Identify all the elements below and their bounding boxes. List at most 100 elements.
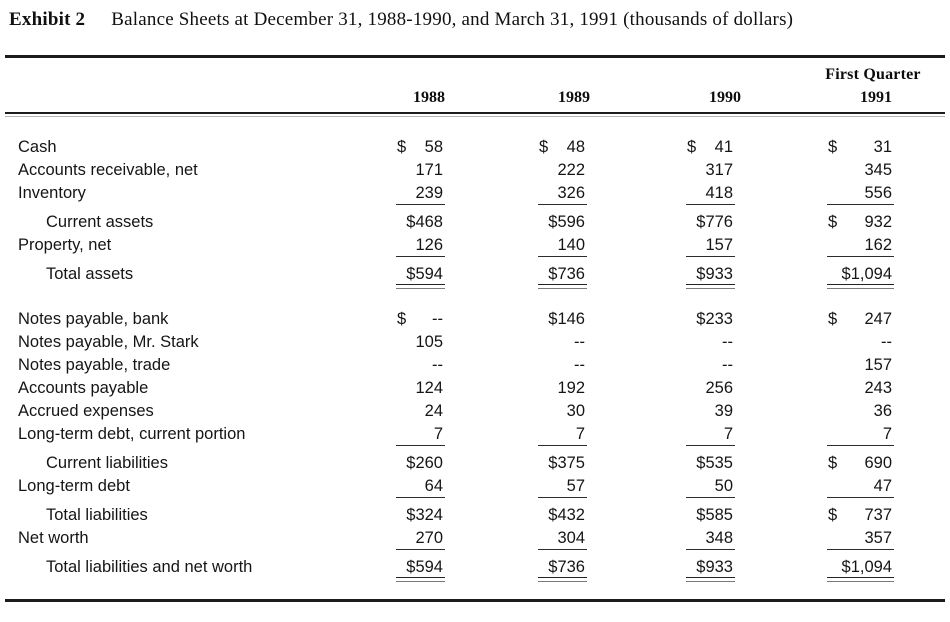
value-box: 24	[397, 401, 443, 421]
cell-value: 50	[714, 477, 733, 495]
cell-value: $324	[406, 506, 443, 524]
row-label: Accounts payable	[18, 379, 149, 397]
cell-value: 30	[566, 402, 585, 420]
value-box: 157	[686, 235, 735, 257]
table-row: Accounts payable 124 192 256 243	[0, 378, 950, 401]
cell-value: $596	[548, 213, 585, 231]
value-box: 222	[539, 160, 585, 180]
value-box: $375	[539, 453, 585, 473]
value-cell-1989: $736	[538, 264, 587, 289]
value-cell-1989: --	[539, 355, 585, 375]
cell-value: $585	[696, 506, 733, 524]
value-box: 140	[538, 235, 587, 257]
value-box: $594	[396, 557, 445, 582]
row-label: Accounts receivable, net	[18, 161, 198, 179]
row-label: Inventory	[18, 184, 86, 202]
value-box: --	[687, 355, 733, 375]
value-cell-1991: $247	[828, 309, 892, 329]
cell-value: 36	[873, 402, 892, 420]
value-cell-1991: $31	[828, 137, 892, 157]
cell-value: --	[432, 356, 443, 374]
value-box: $596	[539, 212, 585, 232]
cell-value: 247	[864, 310, 892, 328]
cell-value: --	[574, 356, 585, 374]
value-cell-1989: 140	[538, 235, 587, 257]
row-label: Current liabilities	[46, 454, 168, 472]
cell-value: 418	[705, 184, 733, 202]
year-header-1989: 1989	[558, 89, 590, 106]
value-cell-1990: $776	[687, 212, 733, 232]
value-cell-1989: 7	[538, 424, 587, 446]
cell-value: 124	[415, 379, 443, 397]
cell-value: $594	[406, 558, 443, 576]
dollar-sign: $	[687, 138, 697, 156]
cell-value: 7	[575, 425, 585, 443]
value-cell-1991: $690	[828, 453, 892, 473]
value-cell-1991: $1,094	[827, 557, 894, 582]
value-cell-1990: 157	[686, 235, 735, 257]
value-cell-1991: 357	[827, 528, 894, 550]
cell-value: 345	[864, 161, 892, 179]
header-rule	[5, 112, 945, 117]
cell-value: 157	[705, 236, 733, 254]
exhibit-title: Exhibit 2 Balance Sheets at December 31, …	[0, 0, 950, 31]
year-header-1990: 1990	[709, 89, 741, 106]
value-box: $432	[539, 505, 585, 525]
value-cell-1990: $41	[687, 137, 733, 157]
table-row: Total liabilities $324 $432 $585 $737	[0, 505, 950, 528]
value-box: 7	[827, 424, 894, 446]
dollar-sign: $	[828, 454, 838, 472]
value-box: --	[828, 332, 892, 352]
cell-value: 171	[415, 161, 443, 179]
value-cell-1991: $737	[828, 505, 892, 525]
cell-value: 222	[557, 161, 585, 179]
value-cell-1989: $432	[539, 505, 585, 525]
cell-value: 126	[415, 236, 443, 254]
value-box: $594	[396, 264, 445, 289]
value-box: 7	[686, 424, 735, 446]
value-cell-1989: $375	[539, 453, 585, 473]
value-cell-1990: 50	[686, 476, 735, 498]
table-body: Cash $58 $48 $41 $31 Accounts receivable…	[0, 114, 950, 582]
value-box: 124	[397, 378, 443, 398]
value-box: $736	[538, 264, 587, 289]
cell-value: $468	[406, 213, 443, 231]
value-cell-1991: 157	[828, 355, 892, 375]
value-cell-1990: 256	[687, 378, 733, 398]
value-box: 348	[686, 528, 735, 550]
row-label: Property, net	[18, 236, 112, 254]
value-box: 243	[828, 378, 892, 398]
dollar-sign: $	[539, 138, 549, 156]
table-row: Inventory 239 326 418 556	[0, 183, 950, 206]
value-cell-1989: $146	[539, 309, 585, 329]
cell-value: 317	[705, 161, 733, 179]
value-cell-1991: --	[828, 332, 892, 352]
value-cell-1991: 345	[828, 160, 892, 180]
cell-value: $432	[548, 506, 585, 524]
table-row: Accounts receivable, net 171 222 317 345	[0, 160, 950, 183]
cell-value: 932	[864, 213, 892, 231]
value-cell-1989: 326	[538, 183, 587, 205]
cell-value: 239	[415, 184, 443, 202]
value-box: 345	[828, 160, 892, 180]
row-label: Cash	[18, 138, 57, 156]
table-row: Current liabilities $260 $375 $535 $690	[0, 453, 950, 476]
table-row: Total liabilities and net worth $594 $73…	[0, 557, 950, 582]
value-cell-1988: $58	[397, 137, 443, 157]
table-row: Notes payable, trade -- -- -- 157	[0, 355, 950, 378]
dollar-sign: $	[828, 138, 838, 156]
value-box: 64	[396, 476, 445, 498]
value-cell-1989: 30	[539, 401, 585, 421]
value-box: 50	[686, 476, 735, 498]
cell-value: 348	[705, 529, 733, 547]
row-label: Net worth	[18, 529, 89, 547]
row-label: Current assets	[46, 213, 154, 231]
cell-value: 157	[864, 356, 892, 374]
value-box: 126	[396, 235, 445, 257]
value-box: $1,094	[827, 264, 894, 289]
value-box: 162	[827, 235, 894, 257]
value-cell-1990: --	[687, 355, 733, 375]
cell-value: 58	[424, 138, 443, 156]
value-cell-1989: 222	[539, 160, 585, 180]
